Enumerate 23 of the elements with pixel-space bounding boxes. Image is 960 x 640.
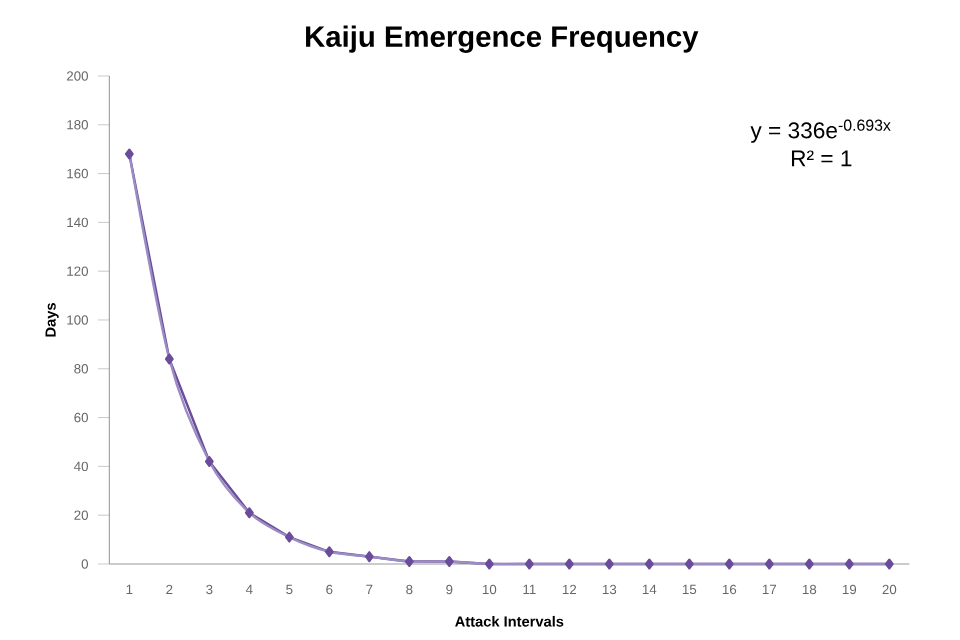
point <box>364 551 374 563</box>
point <box>124 148 134 160</box>
point <box>524 558 534 570</box>
point <box>164 353 174 365</box>
point <box>284 531 294 543</box>
point <box>204 456 214 467</box>
point <box>764 558 774 570</box>
chart-title: Kaiju Emergence Frequency <box>306 25 699 53</box>
point <box>604 558 614 570</box>
point <box>644 558 654 570</box>
annotation: R² = 1 <box>791 150 852 167</box>
annotation: y = 336e$^{-0.693x}$ <box>750 119 891 143</box>
point <box>564 558 574 570</box>
point <box>884 558 894 570</box>
point <box>684 558 694 570</box>
point <box>724 558 734 570</box>
point <box>844 558 854 570</box>
point <box>804 558 814 570</box>
point <box>444 556 454 567</box>
point <box>244 507 254 519</box>
point <box>404 556 414 567</box>
point <box>324 546 334 558</box>
point <box>484 558 494 570</box>
